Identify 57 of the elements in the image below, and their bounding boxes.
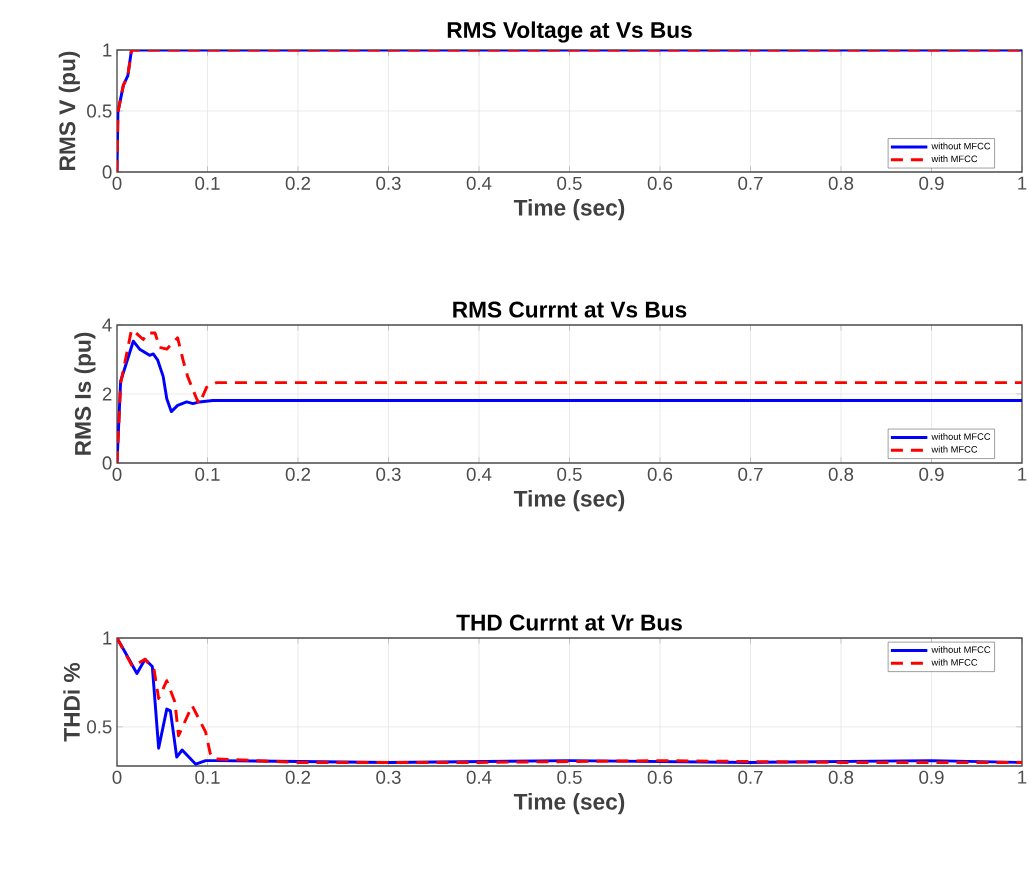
y-tick-label: 0 — [102, 456, 112, 470]
x-axis-title: Time (sec) — [513, 793, 625, 815]
legend-label: without MFCC — [931, 646, 991, 653]
x-tick-label: 0.3 — [376, 176, 401, 190]
y-tick-label: 1 — [103, 631, 112, 645]
chart-title: RMS Voltage at Vs Bus — [447, 21, 692, 43]
y-tick-label: 4 — [102, 318, 112, 332]
y-axis-title: THDi % — [63, 662, 80, 742]
y-axis-title: RMS Is (pu) — [74, 332, 96, 455]
line-series — [117, 49, 1022, 172]
chart-title: THD Currnt at Vr Bus — [456, 614, 682, 631]
y-tick-label: 1 — [103, 43, 112, 57]
x-tick-label: 0.8 — [828, 467, 854, 481]
x-tick-label: 0.2 — [285, 176, 311, 190]
x-tick-label: 0 — [112, 770, 122, 784]
x-tick-label: 1 — [1018, 467, 1027, 481]
x-tick-label: 0.7 — [738, 467, 763, 481]
x-tick-label: 0.2 — [285, 770, 311, 784]
x-tick-label: 0.3 — [376, 467, 401, 481]
legend-label: with MFCC — [931, 155, 978, 163]
x-tick-label: 0.3 — [376, 770, 401, 784]
x-tick-label: 0.6 — [647, 467, 673, 481]
x-tick-label: 0.5 — [557, 467, 582, 481]
x-axis-title: Time (sec) — [513, 199, 625, 221]
y-tick-label: 0 — [102, 165, 112, 179]
x-tick-label: 0.7 — [738, 770, 763, 784]
x-axis-title: Time (sec) — [513, 490, 625, 512]
x-tick-label: 0.7 — [738, 176, 763, 190]
x-tick-label: 1 — [1018, 770, 1027, 784]
x-tick-label: 0.5 — [557, 176, 582, 190]
y-axis-title: RMS V (pu) — [58, 51, 80, 170]
legend-label: without MFCC — [931, 142, 991, 150]
x-tick-label: 0.1 — [195, 467, 220, 481]
x-tick-label: 0 — [112, 176, 122, 190]
x-tick-label: 0.6 — [647, 770, 673, 784]
x-tick-label: 0.8 — [828, 176, 854, 190]
x-tick-label: 0.1 — [195, 176, 220, 190]
legend-label: without MFCC — [931, 433, 991, 440]
x-tick-label: 0.4 — [466, 770, 492, 784]
y-tick-label: 0.5 — [87, 104, 112, 118]
x-tick-label: 0.5 — [557, 770, 582, 784]
x-tick-label: 0.4 — [466, 176, 492, 190]
x-tick-label: 0.9 — [919, 176, 944, 190]
x-tick-label: 0.8 — [828, 770, 854, 784]
y-tick-label: 2 — [102, 387, 112, 401]
x-tick-label: 0.9 — [919, 467, 944, 481]
chart-title: RMS Currnt at Vs Bus — [453, 301, 687, 318]
x-tick-label: 1 — [1018, 176, 1027, 190]
x-tick-label: 0.6 — [647, 176, 673, 190]
legend-label: with MFCC — [931, 658, 978, 666]
x-tick-label: 0.2 — [285, 467, 311, 481]
x-tick-label: 0.4 — [466, 467, 492, 481]
y-tick-label: 0.5 — [87, 720, 112, 734]
legend-label: with MFCC — [931, 445, 978, 453]
x-tick-label: 0.9 — [919, 770, 944, 784]
x-tick-label: 0 — [112, 467, 122, 481]
x-tick-label: 0.1 — [195, 770, 220, 784]
